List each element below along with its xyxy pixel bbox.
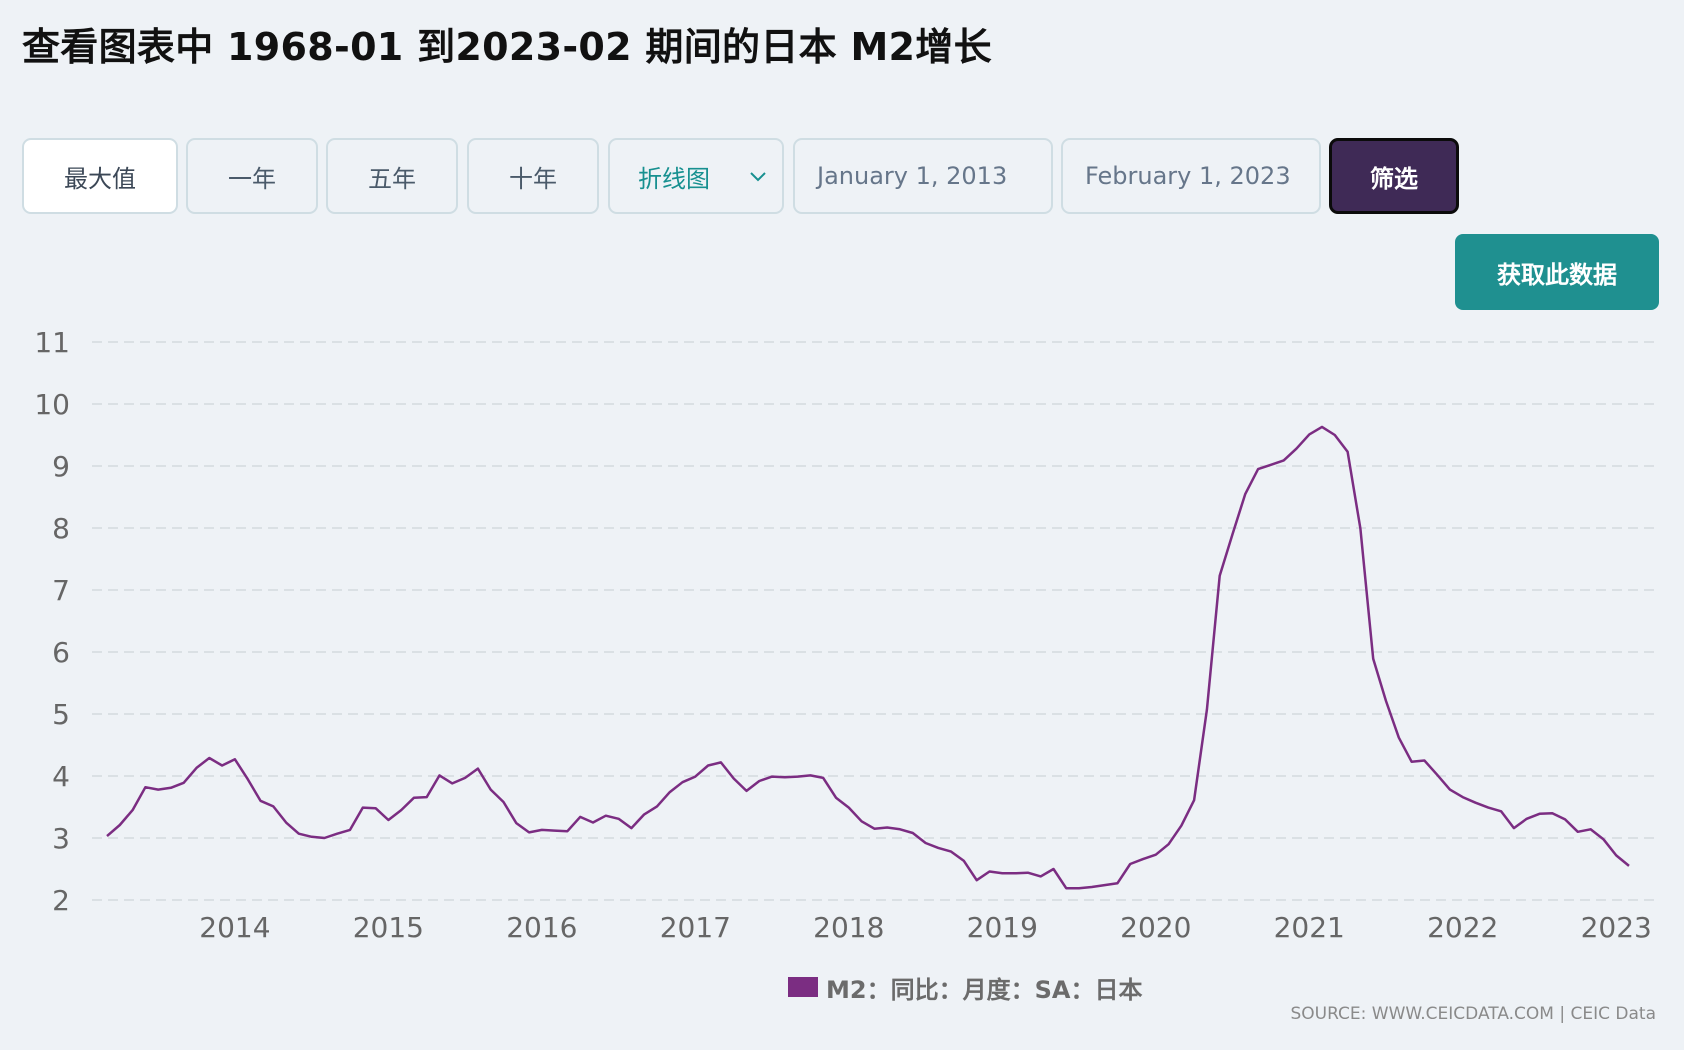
x-tick-label: 2019 bbox=[967, 911, 1038, 944]
get-data-button[interactable]: 获取此数据 bbox=[1455, 234, 1659, 310]
y-tick-label: 4 bbox=[52, 760, 70, 793]
y-tick-label: 2 bbox=[52, 884, 70, 917]
filter-button[interactable]: 筛选 bbox=[1329, 138, 1459, 214]
series-line bbox=[106, 425, 1630, 890]
chart-type-selected-value: 折线图 bbox=[638, 164, 710, 193]
source-credit: SOURCE: WWW.CEICDATA.COM | CEIC Data bbox=[1290, 1004, 1656, 1024]
y-tick-label: 8 bbox=[52, 512, 70, 545]
range-one-year-button[interactable]: 一年 bbox=[186, 138, 318, 214]
y-tick-label: 3 bbox=[52, 822, 70, 855]
x-tick-label: 2015 bbox=[353, 911, 424, 944]
range-ten-year-button[interactable]: 十年 bbox=[467, 138, 599, 214]
legend-label: M2：同比：月度：SA：日本 bbox=[826, 975, 1143, 1004]
x-tick-label: 2023 bbox=[1581, 911, 1652, 944]
legend-swatch bbox=[788, 977, 818, 997]
end-date-input[interactable]: February 1, 2023 bbox=[1061, 138, 1321, 214]
chart-legend[interactable]: M2：同比：月度：SA：日本 bbox=[788, 970, 1142, 1004]
start-date-input[interactable]: January 1, 2013 bbox=[793, 138, 1053, 214]
x-tick-label: 2022 bbox=[1427, 911, 1498, 944]
x-tick-label: 2021 bbox=[1274, 911, 1345, 944]
chevron-down-icon bbox=[750, 172, 766, 182]
range-five-year-button[interactable]: 五年 bbox=[326, 138, 458, 214]
x-tick-label: 2017 bbox=[660, 911, 731, 944]
x-tick-label: 2020 bbox=[1120, 911, 1191, 944]
range-max-button[interactable]: 最大值 bbox=[22, 138, 178, 214]
chart-type-select[interactable]: 折线图 bbox=[608, 138, 784, 214]
y-tick-label: 10 bbox=[34, 388, 70, 421]
x-tick-label: 2018 bbox=[813, 911, 884, 944]
y-tick-label: 7 bbox=[52, 574, 70, 607]
x-tick-label: 2014 bbox=[199, 911, 270, 944]
y-tick-label: 9 bbox=[52, 450, 70, 483]
y-tick-label: 6 bbox=[52, 636, 70, 669]
y-tick-label: 11 bbox=[34, 326, 70, 359]
page-title: 查看图表中 1968-01 到2023-02 期间的日本 M2增长 bbox=[22, 25, 992, 69]
x-tick-label: 2016 bbox=[506, 911, 577, 944]
y-tick-label: 5 bbox=[52, 698, 70, 731]
line-chart: 2 3 4 5 6 7 8 9 10 11 2014 2015 2016 2017 2018 2019 2020… bbox=[34, 326, 1655, 944]
